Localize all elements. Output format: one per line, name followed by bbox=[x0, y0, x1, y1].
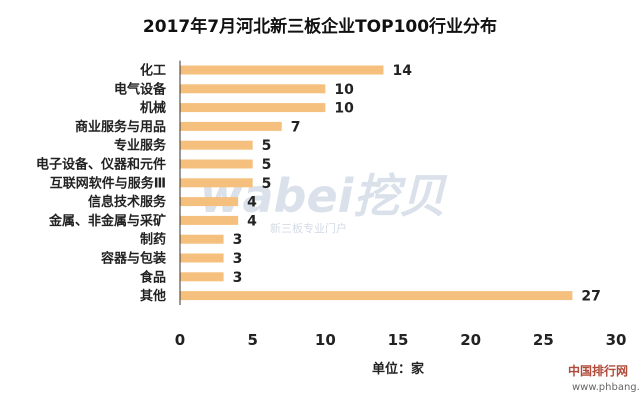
data-label: 5 bbox=[262, 138, 272, 154]
bar bbox=[180, 291, 573, 301]
category-label: 电气设备 bbox=[114, 81, 167, 97]
corner-watermark: 中国排行网 bbox=[568, 363, 628, 378]
bar bbox=[180, 103, 326, 113]
bar bbox=[180, 272, 224, 282]
bar-group bbox=[180, 65, 573, 301]
x-axis-label: 单位：家 bbox=[372, 361, 425, 377]
category-label: 互联网软件与服务Ⅲ bbox=[50, 175, 166, 191]
bar bbox=[180, 140, 253, 150]
watermark-subtitle: 新三板专业门户 bbox=[270, 221, 347, 235]
x-tick-label: 20 bbox=[460, 331, 481, 349]
bar bbox=[180, 121, 282, 131]
chart-title: 2017年7月河北新三板企业TOP100行业分布 bbox=[143, 16, 497, 37]
data-label: 4 bbox=[247, 195, 257, 211]
bar bbox=[180, 253, 224, 263]
corner-watermark-url: www.phbang.cn bbox=[572, 382, 640, 393]
x-tick-label: 0 bbox=[175, 331, 185, 349]
data-label: 10 bbox=[334, 82, 354, 98]
data-label: 5 bbox=[262, 157, 272, 173]
data-label: 10 bbox=[334, 101, 354, 117]
x-tick-label: 10 bbox=[315, 331, 336, 349]
x-tick-labels: 0 5 10 15 20 25 30 bbox=[175, 331, 627, 349]
data-label: 3 bbox=[233, 232, 243, 248]
category-label: 容器与包装 bbox=[100, 251, 166, 267]
data-label: 4 bbox=[247, 213, 257, 229]
data-label: 7 bbox=[291, 119, 301, 135]
data-label: 5 bbox=[262, 176, 272, 192]
category-label: 其他 bbox=[140, 288, 166, 304]
bar bbox=[180, 84, 326, 94]
x-tick-label: 25 bbox=[533, 331, 554, 349]
category-label: 机械 bbox=[140, 100, 166, 116]
bar bbox=[180, 215, 239, 225]
data-label: 14 bbox=[392, 63, 412, 79]
category-label: 电子设备、仪器和元件 bbox=[36, 157, 166, 173]
data-label: 27 bbox=[581, 289, 600, 305]
x-tick-label: 15 bbox=[388, 331, 409, 349]
data-label: 3 bbox=[233, 251, 243, 267]
bar bbox=[180, 197, 239, 207]
bar bbox=[180, 65, 384, 75]
x-tick-label: 30 bbox=[606, 331, 627, 349]
bar bbox=[180, 178, 253, 188]
x-tick-label: 5 bbox=[247, 331, 257, 349]
category-label: 专业服务 bbox=[114, 138, 167, 154]
category-label: 信息技术服务 bbox=[88, 194, 167, 210]
watermark: wabei挖贝 新三板专业门户 bbox=[200, 169, 448, 235]
category-label: 商业服务与用品 bbox=[75, 119, 166, 135]
category-label: 食品 bbox=[140, 269, 166, 285]
watermark-logo: wabei挖贝 bbox=[200, 169, 448, 223]
category-label: 化工 bbox=[140, 63, 166, 79]
category-label: 制药 bbox=[140, 232, 166, 248]
category-label: 金属、非金属与采矿 bbox=[48, 213, 166, 229]
bar bbox=[180, 234, 224, 244]
data-label: 3 bbox=[233, 270, 243, 286]
bar bbox=[180, 159, 253, 169]
